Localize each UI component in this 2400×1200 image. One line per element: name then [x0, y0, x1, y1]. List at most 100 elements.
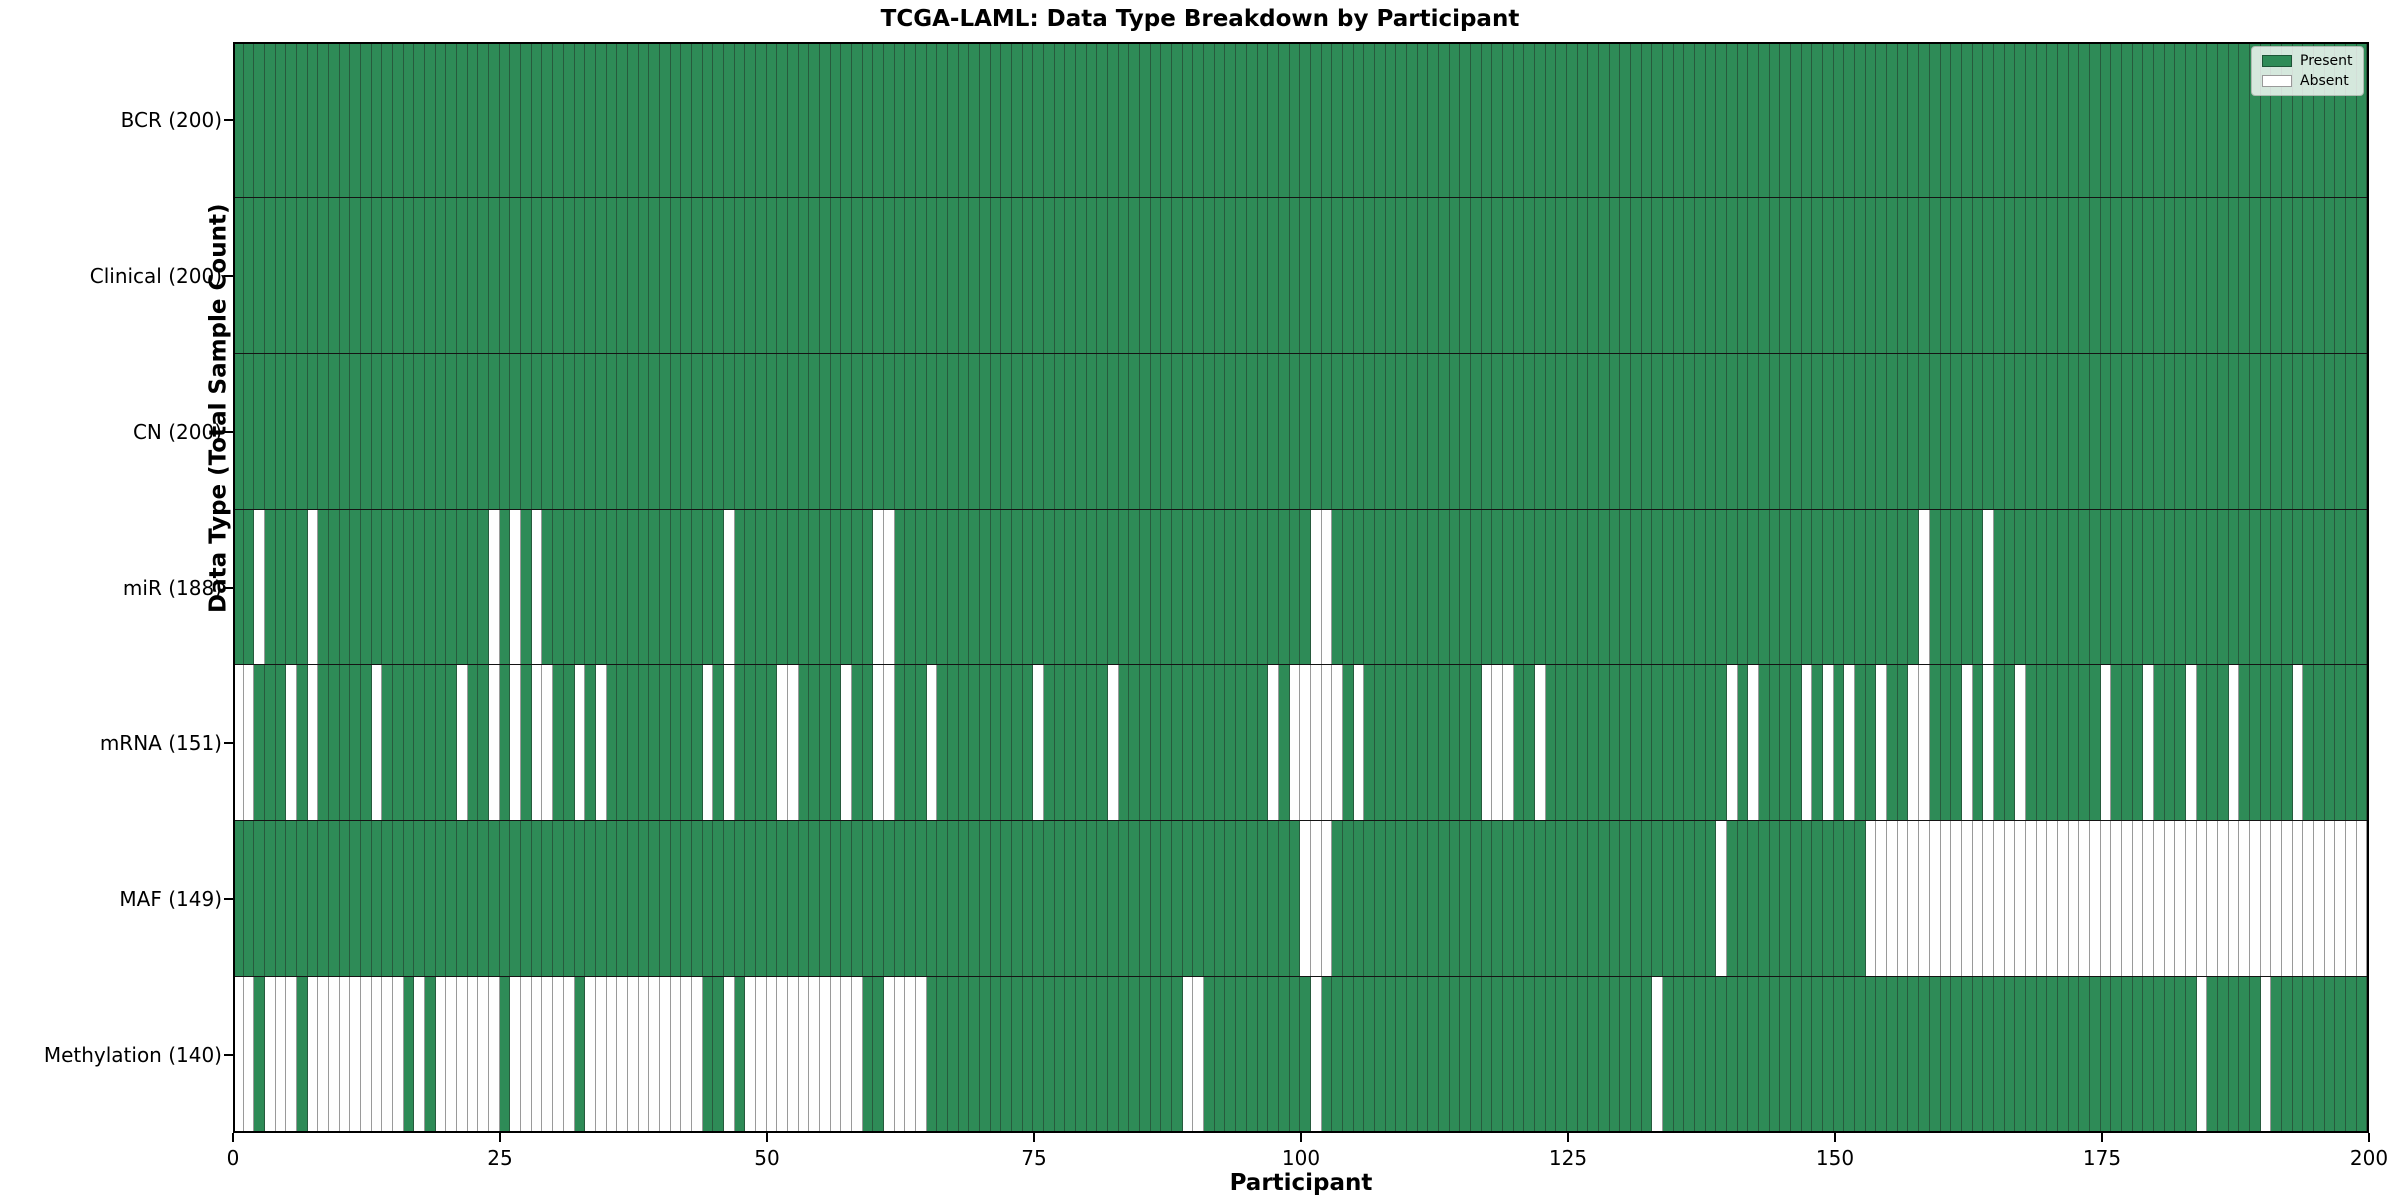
heatmap-cell: [1737, 977, 1749, 1133]
heatmap-cell: [1684, 42, 1696, 197]
heatmap-cell: [1716, 353, 1728, 509]
heatmap-cell: [1396, 665, 1407, 821]
heatmap-cell: [1172, 353, 1183, 509]
heatmap-cell: [990, 42, 1002, 197]
heatmap-cell: [1492, 665, 1503, 821]
heatmap-cell: [649, 977, 660, 1133]
heatmap-cell: [1983, 665, 1994, 821]
heatmap-cell: [2068, 42, 2080, 197]
heatmap-cell: [2217, 977, 2229, 1133]
heatmap-cell: [2239, 977, 2250, 1133]
heatmap-cell: [361, 353, 372, 509]
heatmap-cell: [2079, 509, 2090, 665]
heatmap-cell: [1438, 353, 1450, 509]
heatmap-cell: [691, 509, 703, 665]
heatmap-cell: [1801, 42, 1813, 197]
heatmap-cell: [329, 197, 340, 353]
heatmap-cell: [1225, 821, 1237, 977]
heatmap-cell: [1257, 353, 1269, 509]
heatmap-cell: [1353, 977, 1365, 1133]
heatmap-cell: [2292, 665, 2304, 821]
heatmap-cell: [734, 977, 746, 1133]
heatmap-cell: [1534, 821, 1546, 977]
heatmap-cell: [1599, 821, 1610, 977]
heatmap-cell: [286, 197, 298, 353]
heatmap-cell: [1599, 42, 1610, 197]
heatmap-cell: [1993, 977, 2005, 1133]
heatmap-cell: [1716, 665, 1728, 821]
heatmap-cell: [286, 821, 298, 977]
heatmap-cell: [958, 977, 970, 1133]
heatmap-cell: [499, 42, 511, 197]
heatmap-cell: [1748, 197, 1760, 353]
heatmap-cell: [1545, 353, 1557, 509]
heatmap-cell: [521, 977, 532, 1133]
heatmap-cell: [1214, 353, 1226, 509]
heatmap-cell: [638, 509, 650, 665]
heatmap-cell: [2207, 821, 2218, 977]
heatmap-cell: [1481, 197, 1493, 353]
heatmap-cell: [2207, 197, 2218, 353]
heatmap-cell: [1054, 821, 1066, 977]
heatmap-cell: [1396, 821, 1407, 977]
heatmap-cell: [1791, 977, 1802, 1133]
heatmap-cell: [585, 197, 596, 353]
heatmap-cell: [265, 42, 276, 197]
heatmap-cell: [2356, 42, 2368, 197]
heatmap-cell: [1844, 821, 1856, 977]
heatmap-cell: [1204, 509, 1215, 665]
heatmap-cell: [1321, 509, 1333, 665]
heatmap-cell: [766, 977, 778, 1133]
heatmap-cell: [1022, 977, 1034, 1133]
heatmap-cell: [787, 509, 799, 665]
heatmap-cell: [1641, 353, 1653, 509]
heatmap-cell: [1492, 42, 1503, 197]
heatmap-cell: [1641, 197, 1653, 353]
heatmap-cell: [1513, 42, 1525, 197]
heatmap-cell: [1769, 353, 1781, 509]
heatmap-cell: [1214, 665, 1226, 821]
heatmap-cell: [1108, 977, 1119, 1133]
heatmap-cell: [275, 821, 287, 977]
heatmap-cell: [851, 42, 863, 197]
heatmap-cell: [2314, 665, 2325, 821]
heatmap-cell: [243, 977, 255, 1133]
heatmap-cell: [2057, 353, 2069, 509]
heatmap-cell: [2079, 42, 2090, 197]
heatmap-cell: [1278, 665, 1290, 821]
heatmap-cell: [1705, 509, 1717, 665]
heatmap-cell: [1492, 197, 1503, 353]
heatmap-cell: [627, 353, 639, 509]
heatmap-cell: [2036, 665, 2048, 821]
chart-title: TCGA-LAML: Data Type Breakdown by Partic…: [880, 6, 1520, 32]
heatmap-cell: [425, 509, 436, 665]
heatmap-cell: [1631, 509, 1642, 665]
heatmap-cell: [499, 977, 511, 1133]
heatmap-cell: [1406, 197, 1418, 353]
heatmap-cell: [1321, 977, 1333, 1133]
heatmap-cell: [585, 665, 596, 821]
heatmap-cell: [1588, 665, 1599, 821]
heatmap-cell: [1887, 509, 1898, 665]
heatmap-cell: [1364, 665, 1375, 821]
heatmap-cell: [1556, 353, 1567, 509]
heatmap-cell: [830, 197, 842, 353]
xtick-label-100: 100: [1281, 1146, 1321, 1170]
heatmap-cell: [745, 197, 756, 353]
heatmap-cell: [1470, 509, 1482, 665]
heatmap-cell: [1118, 821, 1130, 977]
heatmap-cell: [1599, 977, 1610, 1133]
heatmap-cell: [1054, 197, 1066, 353]
heatmap-cell: [1705, 977, 1717, 1133]
ytick-label-Clinical: Clinical (200): [89, 263, 222, 288]
heatmap-cell: [2303, 42, 2315, 197]
heatmap-cell: [1396, 509, 1407, 665]
heatmap-cell: [1919, 353, 1930, 509]
heatmap-row-miR: [233, 509, 2369, 666]
heatmap-cell: [1044, 509, 1055, 665]
heatmap-cell: [435, 509, 447, 665]
heatmap-cell: [830, 821, 842, 977]
heatmap-cell: [318, 977, 330, 1133]
heatmap-cell: [1641, 977, 1653, 1133]
heatmap-cell: [1417, 509, 1429, 665]
